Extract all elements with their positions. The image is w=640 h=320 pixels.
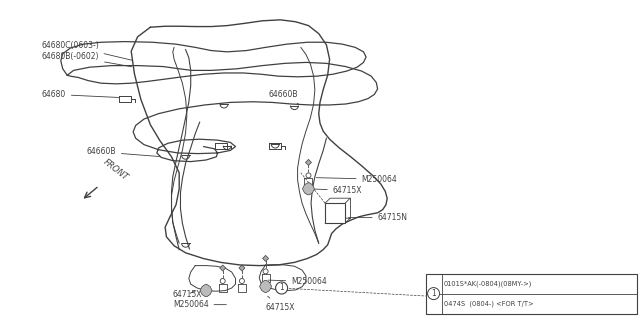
Text: 64715X: 64715X xyxy=(310,186,362,195)
Polygon shape xyxy=(303,183,314,195)
Text: 1: 1 xyxy=(279,284,284,292)
Text: 64680B(-0602): 64680B(-0602) xyxy=(42,52,132,67)
Polygon shape xyxy=(325,203,345,223)
Text: M250064: M250064 xyxy=(173,300,227,309)
Text: M250064: M250064 xyxy=(316,175,397,184)
Text: 64680: 64680 xyxy=(42,90,119,99)
Polygon shape xyxy=(220,265,226,271)
Circle shape xyxy=(306,173,311,178)
Text: A646001096: A646001096 xyxy=(568,306,621,315)
Polygon shape xyxy=(305,159,312,165)
Circle shape xyxy=(428,288,440,300)
Text: 64715X: 64715X xyxy=(266,296,295,312)
Polygon shape xyxy=(262,255,269,261)
Polygon shape xyxy=(239,265,245,271)
Circle shape xyxy=(276,282,287,294)
Circle shape xyxy=(220,278,225,284)
Polygon shape xyxy=(200,284,212,297)
Text: 64660B: 64660B xyxy=(269,90,298,104)
Polygon shape xyxy=(260,280,271,292)
Text: 1: 1 xyxy=(431,289,436,298)
Polygon shape xyxy=(426,274,637,314)
Text: 0101S*AK(-0804)(08MY->): 0101S*AK(-0804)(08MY->) xyxy=(444,280,532,287)
Text: 0474S  (0804-) <FOR T/T>: 0474S (0804-) <FOR T/T> xyxy=(444,300,533,307)
Text: 64680C(0603-): 64680C(0603-) xyxy=(42,41,132,60)
Text: M250064: M250064 xyxy=(268,277,327,286)
Text: 64715X: 64715X xyxy=(173,290,202,299)
Circle shape xyxy=(239,278,244,284)
Text: FRONT: FRONT xyxy=(101,158,129,183)
Text: 64715N: 64715N xyxy=(348,213,408,222)
Text: 64660B: 64660B xyxy=(86,148,161,156)
Circle shape xyxy=(263,269,268,274)
